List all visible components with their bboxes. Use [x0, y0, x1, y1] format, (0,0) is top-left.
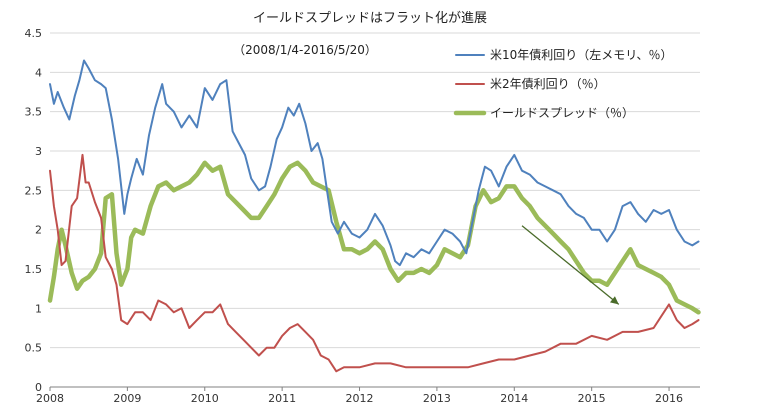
legend-label-2: 米2年債利回り（％）: [490, 76, 606, 91]
legend-label-3: イールドスプレッド（％）: [490, 106, 634, 120]
y-tick-label: 1.5: [25, 263, 43, 276]
y-tick-label: 3.5: [25, 106, 43, 119]
x-tick-label: 2008: [36, 392, 64, 405]
trend-arrow-head: [609, 296, 619, 305]
y-tick-label: 2.5: [25, 184, 43, 197]
trend-arrow-line: [521, 225, 620, 305]
y-tick-label: 0: [35, 381, 42, 394]
x-tick-label: 2010: [191, 392, 219, 405]
series-lines: [47, 59, 701, 373]
chart-title: イールドスプレッドはフラット化が進展: [253, 11, 487, 26]
y-tick-label: 1: [35, 302, 42, 315]
x-tick-label: 2016: [655, 392, 683, 405]
x-tick-label: 2015: [578, 392, 606, 405]
y-tick-label: 2: [35, 224, 42, 237]
series-line-1: [49, 59, 700, 267]
x-tick-label: 2013: [423, 392, 451, 405]
y-tick-label: 3: [35, 145, 42, 158]
y-tick-label: 0.5: [25, 342, 43, 355]
axes: 0 0.5 1 1.5 2 2.5 3 3.5 4 4.5 2008 2009 2010 2011 2012…: [25, 27, 700, 405]
annotations: [521, 225, 620, 305]
x-tick-label: 2011: [268, 392, 296, 405]
y-tick-label: 4: [35, 66, 42, 79]
legend-label-1: 米10年債利回り（左メモリ、％）: [490, 47, 673, 62]
x-tick-label: 2009: [113, 392, 141, 405]
legend: 米10年債利回り（左メモリ、％） 米2年債利回り（％） イールドスプレッド（％）: [453, 47, 673, 120]
x-tick-label: 2014: [500, 392, 528, 405]
y-tick-label: 4.5: [25, 27, 43, 40]
x-tick-label: 2012: [346, 392, 374, 405]
series-line-2: [49, 153, 700, 373]
series-line-3: [47, 160, 701, 315]
chart-subtitle: （2008/1/4-2016/5/20）: [233, 43, 377, 57]
